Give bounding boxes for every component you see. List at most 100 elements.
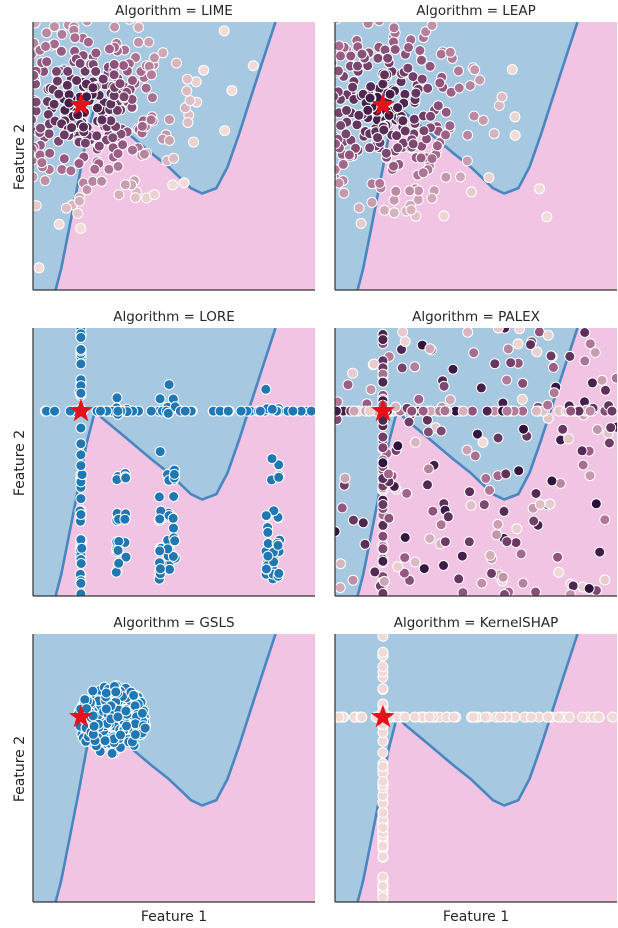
data-point bbox=[577, 459, 589, 471]
data-point bbox=[542, 399, 554, 411]
star-icon bbox=[371, 398, 395, 422]
data-point bbox=[96, 114, 108, 126]
data-point bbox=[418, 563, 430, 575]
data-point bbox=[591, 424, 603, 435]
data-point bbox=[347, 514, 359, 526]
data-point bbox=[79, 694, 91, 706]
data-point bbox=[383, 109, 395, 121]
data-point bbox=[335, 558, 347, 570]
data-point bbox=[383, 468, 394, 480]
data-point bbox=[129, 729, 141, 741]
data-point bbox=[409, 556, 421, 568]
data-point bbox=[484, 484, 495, 496]
chart-panel-4: Algorithm = PALEX bbox=[334, 309, 617, 597]
data-point bbox=[65, 165, 77, 177]
data-point bbox=[345, 50, 357, 62]
data-point bbox=[606, 405, 617, 417]
data-point bbox=[424, 533, 436, 544]
data-point bbox=[319, 90, 329, 100]
data-point bbox=[168, 491, 180, 502]
data-point bbox=[457, 587, 469, 596]
data-point bbox=[356, 711, 368, 723]
data-point bbox=[56, 164, 68, 175]
data-point bbox=[91, 130, 103, 142]
data-point bbox=[474, 74, 486, 86]
data-point bbox=[576, 445, 588, 457]
data-point bbox=[444, 120, 456, 132]
data-point bbox=[390, 185, 402, 197]
data-point bbox=[153, 491, 165, 503]
data-point bbox=[368, 358, 380, 370]
data-point bbox=[377, 776, 389, 787]
data-point bbox=[596, 374, 608, 386]
data-point bbox=[564, 350, 576, 362]
data-point bbox=[391, 130, 403, 142]
data-point bbox=[81, 22, 93, 27]
data-point bbox=[352, 60, 363, 72]
data-point bbox=[461, 155, 473, 167]
data-point bbox=[492, 432, 504, 444]
data-point bbox=[447, 363, 459, 375]
data-point bbox=[453, 65, 464, 77]
data-point bbox=[73, 158, 85, 169]
data-point bbox=[305, 405, 315, 417]
data-point bbox=[405, 204, 417, 216]
data-point bbox=[335, 405, 342, 417]
data-point bbox=[380, 147, 392, 159]
data-point bbox=[341, 104, 352, 116]
data-point bbox=[426, 22, 438, 31]
region-a bbox=[335, 328, 578, 596]
data-point bbox=[478, 499, 490, 511]
data-point bbox=[413, 185, 425, 197]
data-point bbox=[198, 64, 210, 76]
data-point bbox=[39, 175, 51, 187]
data-point bbox=[517, 377, 529, 389]
data-point bbox=[188, 136, 199, 148]
data-point bbox=[331, 0, 341, 1]
data-point bbox=[100, 703, 112, 715]
data-point bbox=[129, 192, 141, 204]
data-point bbox=[273, 459, 285, 471]
panel-title: Algorithm = KernelSHAP bbox=[394, 615, 559, 631]
data-point bbox=[113, 189, 125, 201]
data-point bbox=[168, 468, 180, 480]
data-point bbox=[62, 65, 74, 77]
data-point bbox=[16, 196, 26, 206]
data-point bbox=[273, 471, 285, 483]
data-point bbox=[377, 761, 389, 772]
data-point bbox=[366, 196, 378, 208]
data-point bbox=[67, 7, 77, 17]
data-point bbox=[136, 120, 148, 132]
data-point bbox=[399, 125, 411, 137]
data-point bbox=[48, 22, 60, 33]
data-point bbox=[359, 538, 371, 550]
data-point bbox=[390, 401, 402, 413]
data-point bbox=[468, 347, 480, 359]
data-point bbox=[33, 22, 41, 29]
data-point bbox=[33, 96, 42, 108]
data-point bbox=[497, 571, 509, 583]
data-point bbox=[583, 583, 595, 594]
data-point bbox=[377, 587, 389, 596]
data-point bbox=[377, 457, 389, 469]
data-point bbox=[33, 200, 42, 212]
data-point bbox=[399, 336, 411, 347]
data-point bbox=[112, 148, 124, 160]
data-point bbox=[88, 720, 100, 732]
data-point bbox=[421, 414, 433, 426]
data-point bbox=[87, 685, 99, 697]
data-point bbox=[13, 43, 23, 53]
data-point bbox=[586, 377, 598, 389]
data-point bbox=[369, 566, 381, 578]
ylabel-row-2: Feature 2 bbox=[12, 430, 28, 496]
data-point bbox=[477, 436, 489, 448]
star-icon bbox=[69, 704, 93, 728]
data-point bbox=[340, 128, 352, 140]
panel-title: Algorithm = LEAP bbox=[416, 3, 535, 19]
data-point bbox=[399, 552, 411, 564]
data-point bbox=[351, 119, 363, 131]
data-point bbox=[416, 54, 427, 66]
data-point bbox=[377, 683, 389, 695]
data-point bbox=[226, 85, 238, 96]
data-point bbox=[335, 120, 347, 131]
